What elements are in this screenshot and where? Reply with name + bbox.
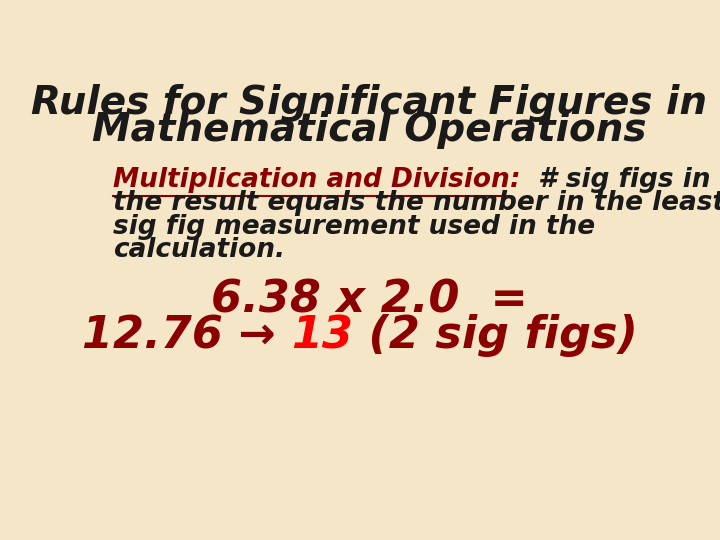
Text: calculation.: calculation. (113, 237, 285, 262)
Text: 12.76 →: 12.76 → (82, 314, 291, 357)
Text: the result equals the number in the least: the result equals the number in the leas… (113, 191, 720, 217)
Text: Rules for Significant Figures in: Rules for Significant Figures in (31, 84, 707, 122)
Text: # sig figs in: # sig figs in (521, 167, 711, 193)
Text: Mathematical Operations: Mathematical Operations (91, 111, 647, 149)
Text: 13: 13 (291, 314, 353, 357)
Text: Multiplication and Division: Multiplication and Division (113, 167, 510, 193)
Text: 6.38 x 2.0  =: 6.38 x 2.0 = (211, 278, 527, 321)
Text: :: : (510, 167, 521, 193)
Text: (2 sig figs): (2 sig figs) (353, 314, 638, 357)
Text: sig fig measurement used in the: sig fig measurement used in the (113, 213, 595, 240)
